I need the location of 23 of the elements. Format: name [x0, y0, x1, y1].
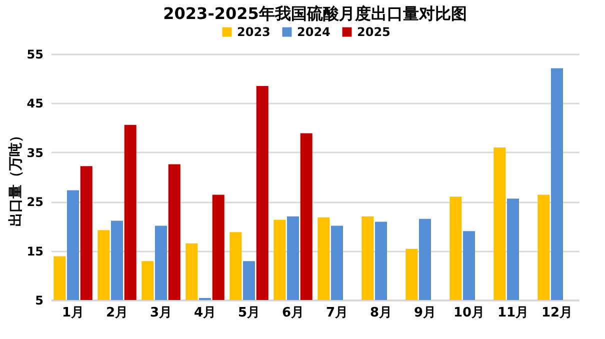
y-axis-title: 出口量（万吨） — [8, 128, 24, 226]
x-tick-label: 6月 — [282, 306, 304, 320]
y-tick-label: 55 — [26, 48, 44, 62]
x-tick-label: 8月 — [370, 306, 392, 320]
y-tick-label: 25 — [26, 195, 44, 210]
x-tick-label: 3月 — [150, 306, 172, 320]
y-tick-label: 15 — [26, 244, 44, 258]
x-tick-label: 2月 — [106, 306, 128, 320]
x-tick-label: 1月 — [62, 306, 84, 320]
y-tick-label: 35 — [26, 146, 44, 160]
legend-label: 2024 — [297, 25, 330, 39]
y-tick-label: 5 — [35, 294, 44, 308]
x-tick-label: 11月 — [497, 306, 529, 320]
x-tick-label: 10月 — [453, 306, 485, 320]
x-tick-label: 7月 — [326, 306, 348, 320]
x-tick-label: 5月 — [238, 306, 260, 320]
x-tick-label: 9月 — [414, 306, 436, 320]
chart-title: 2023-2025年我国硫酸月度出口量对比图 — [163, 4, 467, 23]
y-tick-label: 45 — [26, 96, 44, 111]
x-tick-label: 12月 — [541, 306, 573, 320]
x-tick-label: 4月 — [194, 306, 216, 320]
legend-label: 2025 — [357, 25, 390, 39]
legend-label: 2023 — [237, 25, 270, 39]
